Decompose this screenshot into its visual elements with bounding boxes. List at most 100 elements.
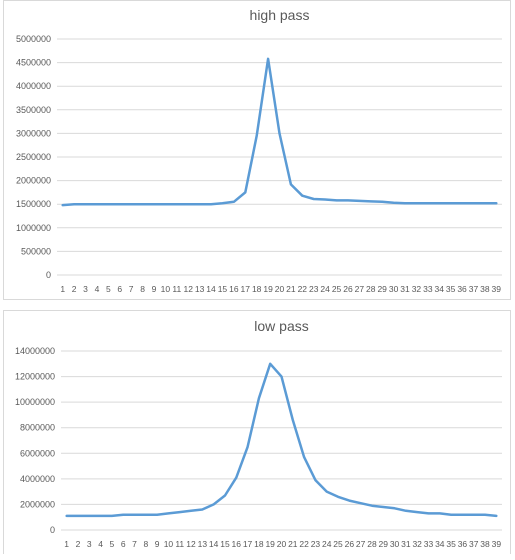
high-pass-chart-panel: high pass 0 500000 1000000 1500000 2000000 2 50… [3, 0, 511, 300]
high-pass-y-tick-label: 3000000 [16, 128, 51, 138]
low-pass-x-tick-label: 10 [164, 539, 174, 549]
low-pass-y-tick-label: 6000000 [20, 448, 55, 458]
low-pass-x-tick-label: 3 [87, 539, 92, 549]
low-pass-x-tick-label: 38 [480, 539, 490, 549]
high-pass-x-tick-label: 4 [95, 284, 100, 294]
high-pass-x-tick-label: 26 [343, 284, 353, 294]
low-pass-x-tick-label: 13 [198, 539, 208, 549]
high-pass-y-tick-label: 3500000 [16, 105, 51, 115]
high-pass-x-tick-label: 23 [309, 284, 319, 294]
high-pass-x-tick-label: 25 [332, 284, 342, 294]
high-pass-x-tick-label: 29 [377, 284, 387, 294]
low-pass-y-tick-label: 14000000 [15, 346, 55, 356]
low-pass-x-tick-label: 34 [435, 539, 445, 549]
low-pass-x-tick-label: 1 [64, 539, 69, 549]
high-pass-x-tick-label: 8 [140, 284, 145, 294]
high-pass-x-tick-label: 7 [129, 284, 134, 294]
high-pass-y-tick-label: 5000000 [16, 34, 51, 44]
low-pass-x-tick-label: 36 [458, 539, 468, 549]
low-pass-x-tick-label: 31 [401, 539, 411, 549]
low-pass-chart-title: low pass [254, 318, 308, 334]
high-pass-y-tick-label: 500000 [21, 246, 51, 256]
low-pass-x-tick-label: 27 [356, 539, 366, 549]
high-pass-x-tick-label: 37 [469, 284, 479, 294]
low-pass-series-line [67, 364, 497, 516]
high-pass-x-tick-label: 28 [366, 284, 376, 294]
high-pass-x-tick-label: 34 [435, 284, 445, 294]
low-pass-x-tick-label: 18 [254, 539, 264, 549]
high-pass-x-tick-label: 9 [152, 284, 157, 294]
low-pass-x-tick-label: 28 [367, 539, 377, 549]
low-pass-x-tick-label: 32 [412, 539, 422, 549]
high-pass-x-tick-label: 39 [492, 284, 502, 294]
low-pass-x-tick-label: 30 [390, 539, 400, 549]
chart-separator [0, 302, 515, 308]
low-pass-y-tick-label: 0 [50, 525, 55, 535]
low-pass-y-tick-label: 12000000 [15, 372, 55, 382]
low-pass-x-tick-label: 22 [299, 539, 309, 549]
high-pass-x-tick-label: 12 [183, 284, 193, 294]
high-pass-y-tick-label: 0 [46, 270, 51, 280]
low-pass-x-tick-label: 17 [243, 539, 253, 549]
low-pass-x-tick-label: 8 [143, 539, 148, 549]
high-pass-y-tick-label: 2000000 [16, 176, 51, 186]
low-pass-x-tick-label: 29 [379, 539, 389, 549]
high-pass-x-tick-label: 3 [83, 284, 88, 294]
high-pass-x-tick-label: 32 [412, 284, 422, 294]
low-pass-x-tick-label: 9 [155, 539, 160, 549]
low-pass-x-tick-label: 4 [98, 539, 103, 549]
high-pass-y-tick-label: 4000000 [16, 81, 51, 91]
high-pass-y-tick-label: 1000000 [16, 223, 51, 233]
low-pass-x-tick-label: 35 [446, 539, 456, 549]
low-pass-x-tick-label: 11 [175, 539, 184, 549]
low-pass-x-tick-label: 6 [121, 539, 126, 549]
high-pass-x-tick-label: 20 [275, 284, 285, 294]
low-pass-x-tick-label: 33 [424, 539, 434, 549]
high-pass-x-tick-label: 5 [106, 284, 111, 294]
high-pass-x-tick-label: 22 [298, 284, 308, 294]
low-pass-y-tick-label: 8000000 [20, 423, 55, 433]
high-pass-x-tick-label: 18 [252, 284, 262, 294]
high-pass-x-tick-label: 24 [320, 284, 330, 294]
high-pass-x-tick-label: 15 [218, 284, 228, 294]
low-pass-x-tick-label: 14 [209, 539, 219, 549]
high-pass-chart-title: high pass [250, 7, 310, 23]
low-pass-x-tick-label: 2 [76, 539, 81, 549]
low-pass-x-tick-label: 12 [186, 539, 196, 549]
high-pass-y-tick-label: 1500000 [16, 199, 51, 209]
high-pass-y-tick-label: 4500000 [16, 58, 51, 68]
low-pass-x-tick-label: 16 [232, 539, 242, 549]
high-pass-x-tick-label: 10 [161, 284, 171, 294]
high-pass-series-line [63, 59, 497, 205]
high-pass-x-tick-label: 36 [457, 284, 467, 294]
low-pass-x-tick-label: 25 [333, 539, 343, 549]
low-pass-x-tick-label: 26 [345, 539, 355, 549]
high-pass-x-tick-label: 17 [241, 284, 251, 294]
high-pass-x-tick-label: 21 [286, 284, 296, 294]
low-pass-x-tick-label: 7 [132, 539, 137, 549]
low-pass-y-tick-label: 4000000 [20, 474, 55, 484]
low-pass-x-tick-label: 15 [220, 539, 230, 549]
high-pass-x-tick-label: 31 [400, 284, 410, 294]
high-pass-x-tick-label: 35 [446, 284, 456, 294]
low-pass-chart: low pass02000000400000060000008000000100… [4, 311, 512, 555]
high-pass-x-tick-label: 19 [263, 284, 273, 294]
low-pass-x-tick-label: 23 [311, 539, 321, 549]
low-pass-x-tick-label: 21 [288, 539, 298, 549]
high-pass-x-tick-label: 11 [172, 284, 181, 294]
high-pass-x-tick-label: 13 [195, 284, 205, 294]
low-pass-x-tick-label: 37 [469, 539, 479, 549]
high-pass-x-tick-label: 30 [389, 284, 399, 294]
high-pass-x-tick-label: 38 [480, 284, 490, 294]
high-pass-x-tick-label: 16 [229, 284, 239, 294]
high-pass-x-tick-label: 27 [355, 284, 365, 294]
high-pass-x-tick-label: 2 [72, 284, 77, 294]
low-pass-x-tick-label: 24 [322, 539, 332, 549]
low-pass-x-tick-label: 19 [265, 539, 275, 549]
high-pass-x-tick-label: 6 [117, 284, 122, 294]
high-pass-x-tick-label: 33 [423, 284, 433, 294]
low-pass-y-tick-label: 10000000 [15, 397, 55, 407]
high-pass-chart: high pass 0 500000 1000000 1500000 2000000 2 50… [4, 1, 512, 301]
high-pass-x-tick-label: 14 [206, 284, 216, 294]
